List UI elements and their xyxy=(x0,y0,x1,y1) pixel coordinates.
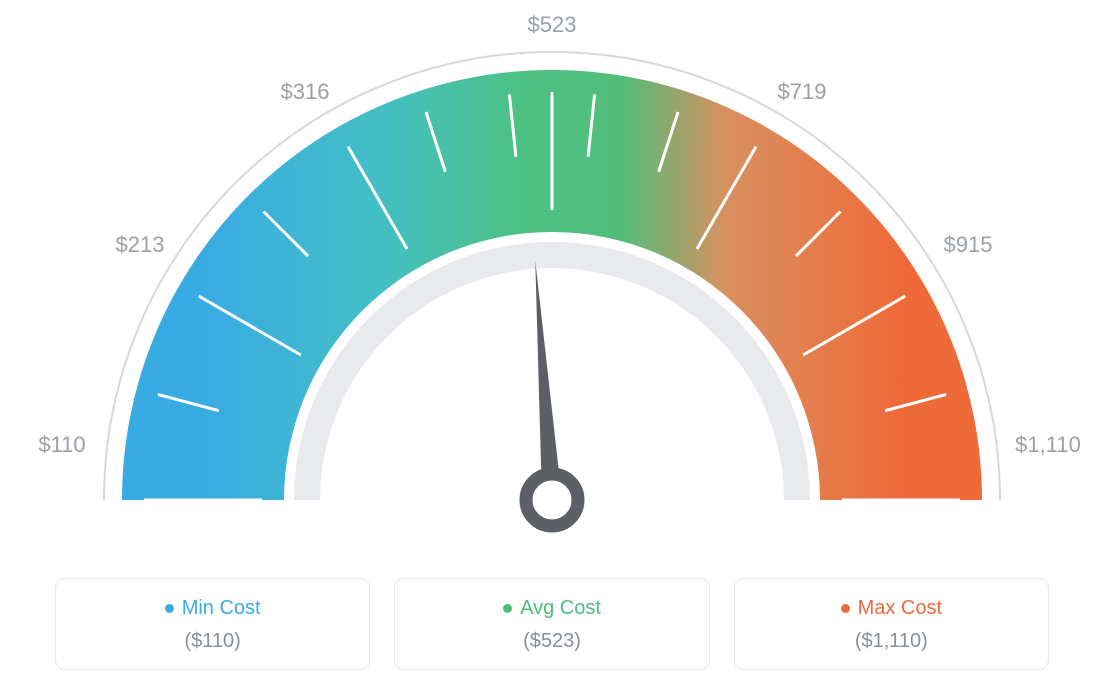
gauge-tick-label: $719 xyxy=(778,79,827,105)
gauge-tick-label: $110 xyxy=(38,432,85,458)
legend-dot-min xyxy=(165,604,174,613)
gauge-tick-label: $915 xyxy=(944,232,993,258)
gauge-tick-label: $316 xyxy=(281,79,330,105)
legend-row: Min Cost ($110) Avg Cost ($523) Max Cost… xyxy=(55,578,1049,670)
legend-dot-max xyxy=(841,604,850,613)
legend-header-min: Min Cost xyxy=(66,597,359,620)
gauge-tick-label: $523 xyxy=(528,12,577,38)
legend-value-avg: ($523) xyxy=(405,630,698,653)
legend-card-min: Min Cost ($110) xyxy=(55,578,370,670)
gauge-tick-label: $213 xyxy=(116,232,165,258)
legend-value-min: ($110) xyxy=(66,630,359,653)
legend-label-avg: Avg Cost xyxy=(520,597,601,620)
gauge-chart: $110 $213 $316 $523 $719 $915 $1,110 xyxy=(0,0,1104,560)
gauge-tick-label: $1,110 xyxy=(1015,432,1081,458)
legend-dot-avg xyxy=(503,604,512,613)
gauge-svg xyxy=(0,0,1104,560)
legend-label-max: Max Cost xyxy=(858,597,942,620)
legend-header-max: Max Cost xyxy=(745,597,1038,620)
legend-label-min: Min Cost xyxy=(182,597,261,620)
legend-header-avg: Avg Cost xyxy=(405,597,698,620)
legend-card-max: Max Cost ($1,110) xyxy=(734,578,1049,670)
legend-card-avg: Avg Cost ($523) xyxy=(394,578,709,670)
legend-value-max: ($1,110) xyxy=(745,630,1038,653)
